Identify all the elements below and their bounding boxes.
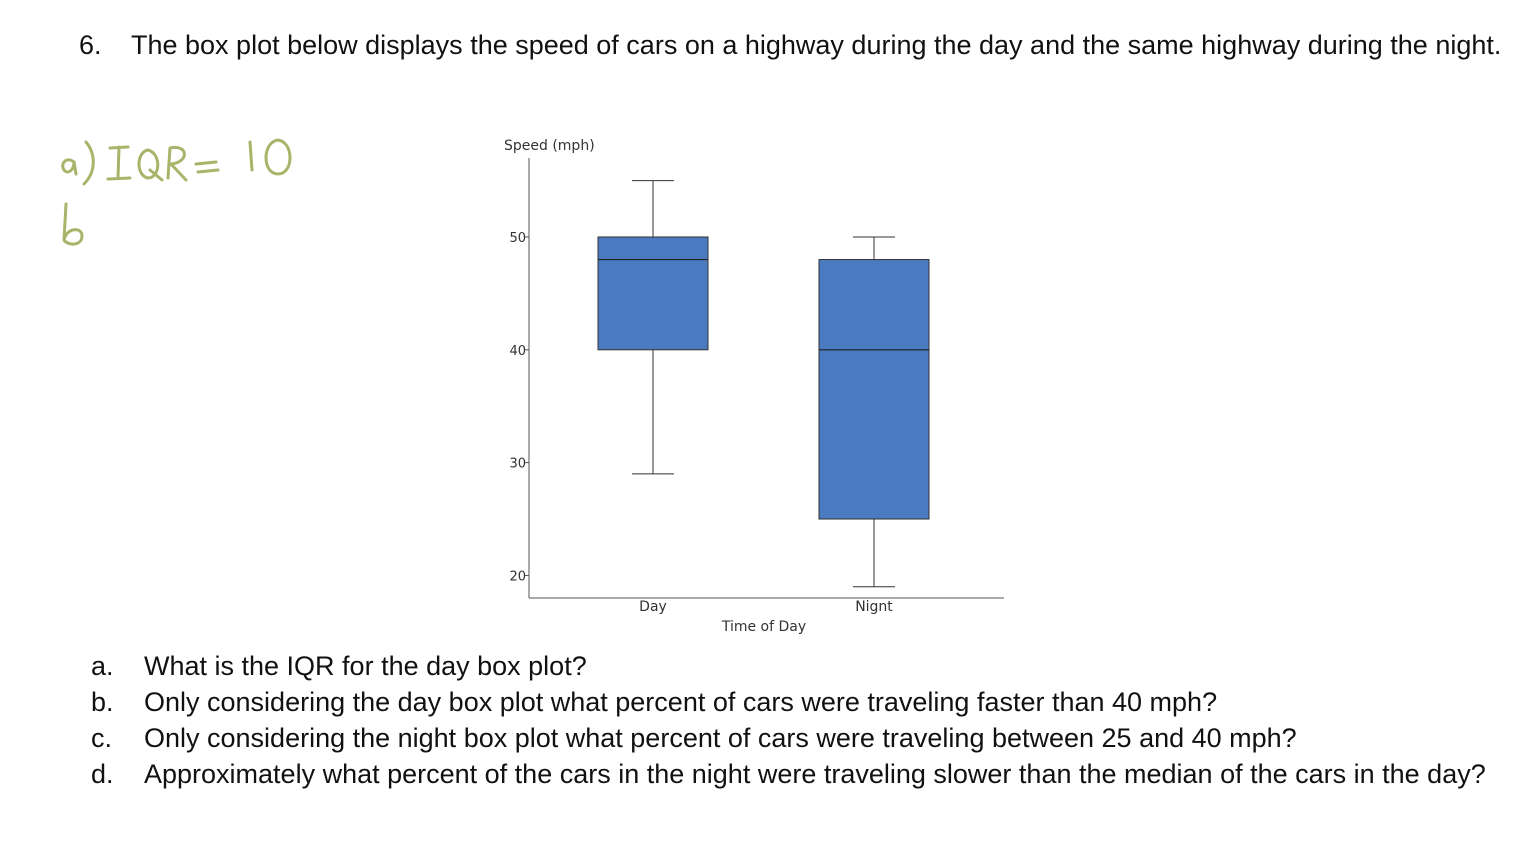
x-tick-label: Day (639, 599, 667, 615)
box-plot-chart: Speed (mph) 20 30 40 50 Day Nignt Time of Day (490, 128, 1020, 638)
subquestion-text: What is the IQR for the day box plot? (144, 651, 587, 681)
subquestion-text: Only considering the day box plot what p… (144, 687, 1218, 717)
y-tick-label: 50 (509, 231, 526, 246)
subquestion-text: Approximately what percent of the cars i… (144, 759, 1486, 789)
x-tick-label: Nignt (855, 599, 893, 615)
subquestion-a: a. What is the IQR for the day box plot? (0, 648, 1539, 684)
question-number: 6. (79, 30, 102, 60)
y-tick-label: 40 (509, 344, 526, 359)
subquestion-letter: c. (91, 723, 113, 753)
subquestion-b: b. Only considering the day box plot wha… (0, 684, 1539, 720)
box-day (597, 236, 709, 351)
question-text: The box plot below displays the speed of… (131, 30, 1502, 60)
box-nignt (818, 259, 930, 520)
y-tick-label: 20 (509, 569, 526, 584)
subquestion-c: c. Only considering the night box plot w… (0, 720, 1539, 756)
handwritten-annotation (52, 112, 322, 262)
subquestion-letter: d. (91, 759, 114, 789)
y-tick-label: 30 (509, 457, 526, 472)
y-axis-label: Speed (mph) (504, 138, 595, 154)
subquestion-list: a. What is the IQR for the day box plot?… (0, 648, 1539, 792)
subquestion-letter: b. (91, 687, 114, 717)
x-axis-label: Time of Day (721, 619, 806, 635)
subquestion-letter: a. (91, 651, 114, 681)
subquestion-text: Only considering the night box plot what… (144, 723, 1297, 753)
subquestion-d: d. Approximately what percent of the car… (0, 756, 1539, 792)
